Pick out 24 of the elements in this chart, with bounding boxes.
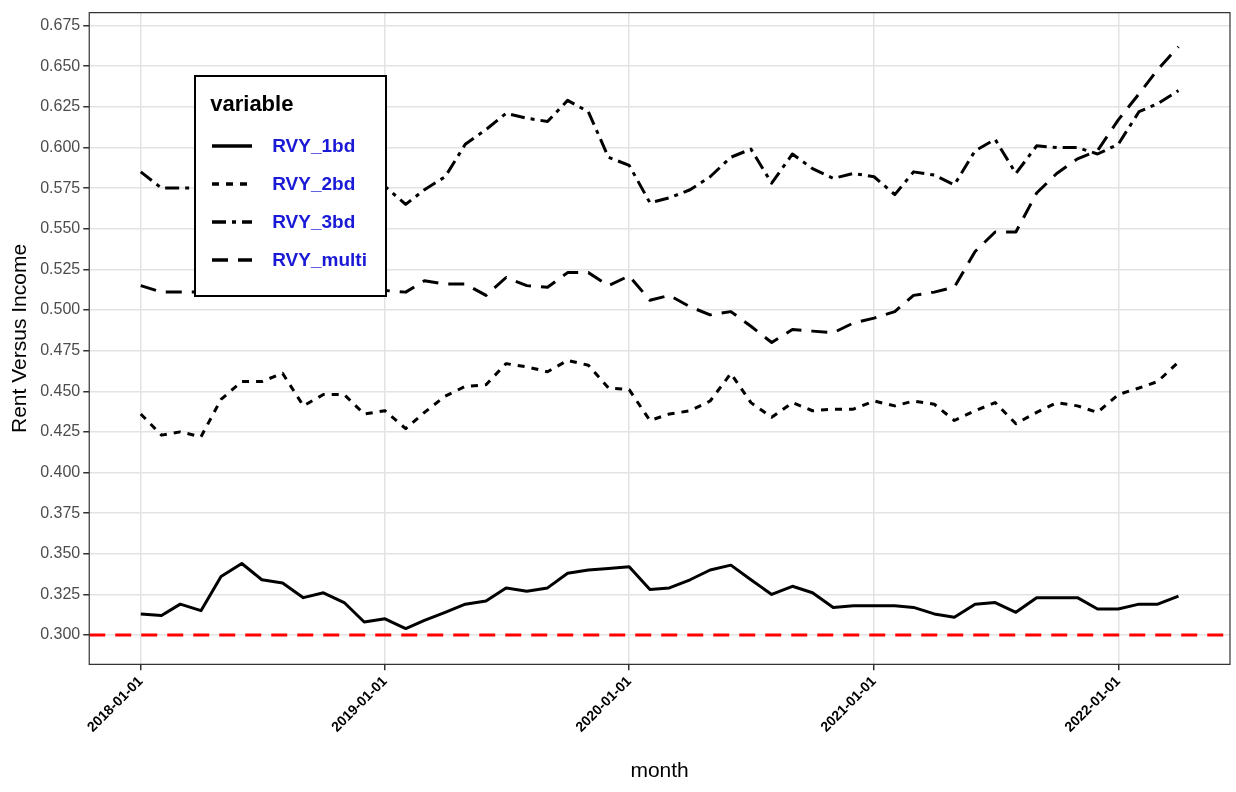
y-tick-label: 0.625 [40, 97, 81, 115]
y-tick-label: 0.675 [40, 16, 81, 34]
x-axis-title: month [630, 758, 689, 782]
legend-title: variable [210, 90, 295, 117]
y-tick-label: 0.325 [40, 584, 81, 602]
legend-label: RVY_multi [272, 248, 367, 271]
y-tick-label: 0.475 [40, 341, 81, 359]
y-axis-title: Rent Versus Income [7, 243, 31, 433]
y-tick-label: 0.600 [40, 137, 81, 155]
y-tick-label: 0.525 [40, 259, 81, 277]
legend-label: RVY_2bd [272, 172, 356, 195]
y-tick-label: 0.425 [40, 422, 81, 440]
legend-label: RVY_3bd [272, 210, 356, 233]
y-tick-label: 0.450 [40, 381, 81, 399]
y-tick-label: 0.375 [40, 503, 81, 521]
y-tick-label: 0.575 [40, 178, 81, 196]
y-tick-label: 0.500 [40, 300, 81, 318]
y-tick-label: 0.650 [40, 56, 81, 74]
y-tick-label: 0.300 [40, 625, 81, 643]
y-tick-label: 0.400 [40, 462, 81, 480]
y-tick-label: 0.350 [40, 544, 81, 562]
y-tick-label: 0.550 [40, 219, 81, 237]
legend-label: RVY_1bd [272, 134, 356, 157]
line-series [139, 358, 1180, 439]
